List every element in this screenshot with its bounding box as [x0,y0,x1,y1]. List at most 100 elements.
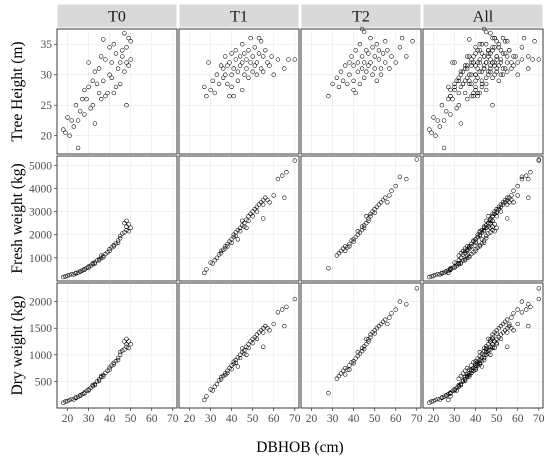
data-point [467,72,472,77]
data-point [479,84,485,90]
data-point [73,270,79,276]
data-point [494,66,499,71]
data-point [513,54,518,59]
data-point [378,66,384,71]
data-point [75,145,81,151]
panel-t0-row-3 [56,282,178,409]
data-point [246,218,251,223]
data-point [467,245,472,250]
data-point [475,356,480,361]
data-point [61,400,66,405]
data-point [246,345,251,351]
data-point [80,96,85,102]
data-point [465,63,470,68]
facet-strips: T0 T1 T2 All [56,3,544,29]
data-point [498,60,504,65]
data-point [370,45,375,50]
data-point [505,330,510,335]
data-point [246,48,251,53]
data-point [383,317,388,322]
data-point [397,174,403,179]
data-point [343,248,348,254]
data-point [343,244,348,249]
data-point [67,272,72,278]
data-point [484,225,489,230]
data-point [90,261,95,266]
data-point [488,63,493,68]
data-point [233,48,238,53]
data-point [73,395,79,400]
data-point [128,39,133,44]
data-point [473,45,478,50]
data-point [78,269,83,274]
data-point [378,72,384,77]
data-point [237,54,243,59]
x-tick-label: 40 [226,413,238,425]
data-point [387,193,392,198]
data-point [221,247,226,252]
data-point [462,377,468,382]
facet-strip-t2 [300,3,422,29]
data-point [376,48,382,53]
panel-background [56,155,178,282]
data-point [393,60,398,65]
data-point [204,267,209,272]
data-point [444,393,449,398]
data-point [492,229,497,234]
data-point [509,193,514,198]
panel-background [178,282,300,409]
x-tick-label: 20 [184,413,196,425]
data-point [515,307,520,312]
data-point [214,72,220,77]
data-point [446,397,451,403]
panel-all-row-1 [422,26,544,155]
data-point [494,54,499,59]
data-point [496,45,501,50]
x-tick-label: 30 [205,413,217,425]
data-point [469,370,474,376]
data-point [444,109,449,114]
data-point [218,377,224,382]
data-point [452,60,457,65]
data-point [469,244,474,249]
data-point [69,396,74,402]
data-point [484,42,489,47]
x-tick-label: 40 [348,413,360,425]
y-tick-label: 30 [41,70,53,82]
data-point [458,261,464,266]
data-point [490,60,495,65]
data-point [128,342,133,347]
data-point [439,395,445,400]
data-point [82,391,87,396]
data-point [488,51,493,56]
data-point [469,57,474,62]
data-point [336,373,342,379]
data-point [448,93,453,99]
data-point [235,355,241,360]
data-point [240,87,245,93]
data-point [530,57,535,62]
data-point [473,239,478,244]
data-point [109,60,114,65]
data-point [122,347,127,352]
data-point [223,371,228,376]
data-point [471,54,476,59]
data-point [364,69,369,74]
data-point [383,39,388,44]
data-point [78,109,83,114]
data-point [410,39,415,44]
data-point [122,69,127,74]
data-point [481,224,487,229]
x-tick-label: 50 [491,413,503,425]
data-point [374,42,379,47]
data-point [351,359,356,364]
data-point [433,272,438,278]
data-point [71,124,76,129]
data-point [250,340,255,346]
data-point [494,340,499,346]
data-point [90,382,95,388]
data-point [475,90,480,96]
data-point [235,364,241,369]
data-point [458,381,464,387]
data-point [208,387,213,392]
